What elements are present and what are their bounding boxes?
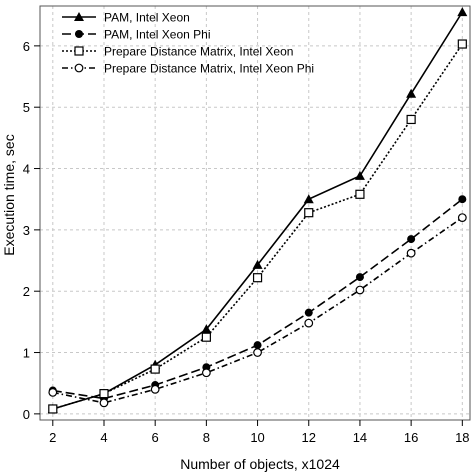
data-point bbox=[150, 384, 160, 394]
legend: PAM, Intel Xeon PAM, Intel Xeon Phi Prepar… bbox=[62, 11, 314, 76]
data-point bbox=[253, 341, 262, 350]
y-tick-label: 2 bbox=[23, 284, 30, 299]
series-3 bbox=[48, 213, 467, 408]
plot-frame bbox=[39, 5, 471, 421]
legend-item: Prepare Distance Matrix, Intel Xeon Phi bbox=[62, 62, 314, 76]
data-point bbox=[458, 195, 467, 204]
legend-label: Prepare Distance Matrix, Intel Xeon bbox=[104, 45, 293, 59]
y-tick-label: 5 bbox=[23, 100, 30, 115]
x-tick-label: 8 bbox=[203, 430, 210, 445]
data-point bbox=[253, 348, 262, 357]
data-point bbox=[407, 235, 416, 244]
data-point bbox=[355, 189, 365, 199]
y-tick-label: 6 bbox=[23, 39, 30, 54]
data-point bbox=[48, 404, 58, 414]
y-tick-label: 1 bbox=[23, 346, 30, 361]
data-point bbox=[457, 213, 467, 223]
x-tick-label: 4 bbox=[100, 430, 107, 445]
x-tick-label: 2 bbox=[49, 430, 56, 445]
legend-marker bbox=[75, 30, 83, 38]
x-tick-label: 14 bbox=[353, 430, 367, 445]
y-axis-label: Execution time, sec bbox=[1, 134, 17, 255]
x-axis-label: Number of objects, x1024 bbox=[180, 456, 340, 472]
legend-label: PAM, Intel Xeon bbox=[104, 11, 190, 25]
data-point bbox=[252, 259, 263, 269]
data-point bbox=[406, 248, 416, 258]
data-point bbox=[304, 318, 314, 328]
legend-item: PAM, Intel Xeon Phi bbox=[62, 28, 211, 42]
legend-label: PAM, Intel Xeon Phi bbox=[104, 28, 211, 42]
legend-label: Prepare Distance Matrix, Intel Xeon Phi bbox=[104, 62, 314, 76]
data-point bbox=[457, 7, 468, 17]
series-2 bbox=[48, 39, 467, 414]
series-line bbox=[52, 216, 463, 404]
x-tick-label: 6 bbox=[152, 430, 159, 445]
data-point bbox=[406, 114, 416, 125]
y-tick-label: 4 bbox=[23, 162, 30, 177]
data-point bbox=[303, 194, 314, 204]
data-point bbox=[304, 208, 314, 218]
y-tick-label: 0 bbox=[23, 407, 30, 422]
data-point bbox=[201, 368, 211, 378]
data-point bbox=[406, 88, 417, 98]
data-point bbox=[201, 324, 212, 334]
data-point bbox=[150, 364, 160, 374]
legend-item: PAM, Intel Xeon bbox=[62, 11, 190, 25]
data-point bbox=[99, 389, 109, 399]
x-tick-label: 18 bbox=[455, 430, 469, 445]
data-point bbox=[355, 273, 364, 282]
x-tick-label: 12 bbox=[302, 430, 316, 445]
legend-marker bbox=[74, 12, 84, 21]
data-point bbox=[457, 39, 467, 49]
x-tick-label: 10 bbox=[250, 430, 264, 445]
legend-marker bbox=[74, 63, 84, 73]
legend-marker bbox=[74, 46, 84, 56]
data-point bbox=[99, 398, 109, 408]
series-1 bbox=[48, 195, 467, 403]
data-point bbox=[304, 308, 313, 317]
data-point bbox=[354, 170, 365, 180]
data-point bbox=[48, 388, 58, 397]
data-point bbox=[252, 273, 263, 283]
series-layer bbox=[47, 7, 468, 414]
x-tick-label: 16 bbox=[404, 430, 418, 445]
y-tick-label: 3 bbox=[23, 223, 30, 238]
data-point bbox=[355, 285, 365, 295]
data-point bbox=[201, 332, 211, 342]
legend-item: Prepare Distance Matrix, Intel Xeon bbox=[62, 45, 293, 59]
